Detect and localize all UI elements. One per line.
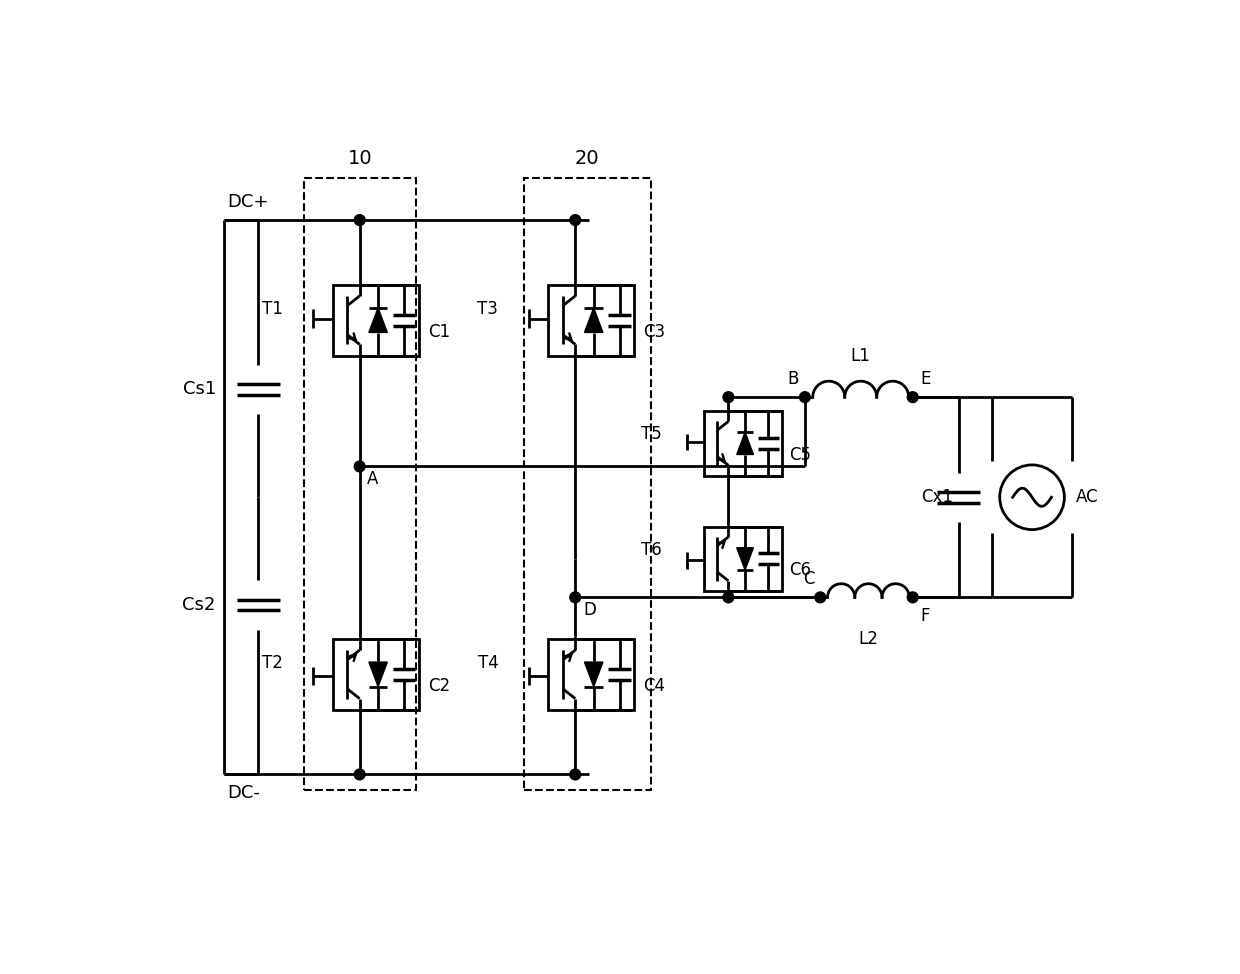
Text: T3: T3 bbox=[477, 300, 498, 318]
Text: L2: L2 bbox=[858, 630, 878, 648]
Bar bbox=[704, 411, 781, 475]
Circle shape bbox=[800, 392, 810, 402]
Text: C: C bbox=[802, 570, 815, 588]
Circle shape bbox=[570, 214, 580, 225]
Text: Cs2: Cs2 bbox=[182, 596, 216, 614]
Bar bbox=[332, 639, 419, 710]
Text: L1: L1 bbox=[851, 347, 870, 365]
Circle shape bbox=[723, 592, 734, 603]
Text: DC-: DC- bbox=[227, 784, 260, 802]
Circle shape bbox=[570, 592, 580, 603]
Text: Cx1: Cx1 bbox=[921, 488, 952, 506]
Text: C3: C3 bbox=[644, 322, 666, 341]
Polygon shape bbox=[584, 308, 603, 332]
Polygon shape bbox=[737, 547, 754, 570]
Text: T1: T1 bbox=[262, 300, 283, 318]
Circle shape bbox=[355, 769, 365, 780]
Text: A: A bbox=[367, 470, 378, 488]
Text: C4: C4 bbox=[644, 677, 666, 694]
Text: C5: C5 bbox=[790, 446, 811, 464]
Text: Cs1: Cs1 bbox=[182, 381, 216, 398]
Text: 10: 10 bbox=[348, 149, 372, 169]
Text: C2: C2 bbox=[428, 677, 450, 694]
Circle shape bbox=[355, 214, 365, 225]
Circle shape bbox=[815, 592, 826, 603]
Bar bbox=[523, 177, 651, 790]
Text: T2: T2 bbox=[262, 654, 283, 672]
Text: D: D bbox=[583, 601, 596, 619]
Circle shape bbox=[355, 461, 365, 471]
Text: AC: AC bbox=[1076, 488, 1099, 506]
Bar bbox=[548, 639, 634, 710]
Text: C6: C6 bbox=[790, 561, 811, 580]
Polygon shape bbox=[737, 432, 754, 455]
Circle shape bbox=[570, 769, 580, 780]
Circle shape bbox=[908, 592, 918, 603]
Bar bbox=[304, 177, 417, 790]
Polygon shape bbox=[368, 308, 387, 332]
Text: 20: 20 bbox=[575, 149, 600, 169]
Circle shape bbox=[723, 392, 734, 402]
Polygon shape bbox=[584, 662, 603, 687]
Bar bbox=[704, 527, 781, 591]
Polygon shape bbox=[368, 662, 387, 687]
Bar bbox=[548, 284, 634, 356]
Text: B: B bbox=[787, 370, 799, 388]
Text: T4: T4 bbox=[477, 654, 498, 672]
Text: F: F bbox=[920, 607, 930, 624]
Bar bbox=[332, 284, 419, 356]
Text: T5: T5 bbox=[641, 425, 662, 443]
Circle shape bbox=[908, 392, 918, 402]
Text: C1: C1 bbox=[428, 322, 450, 341]
Text: DC+: DC+ bbox=[227, 193, 269, 210]
Text: E: E bbox=[920, 370, 931, 388]
Text: T6: T6 bbox=[641, 541, 662, 559]
